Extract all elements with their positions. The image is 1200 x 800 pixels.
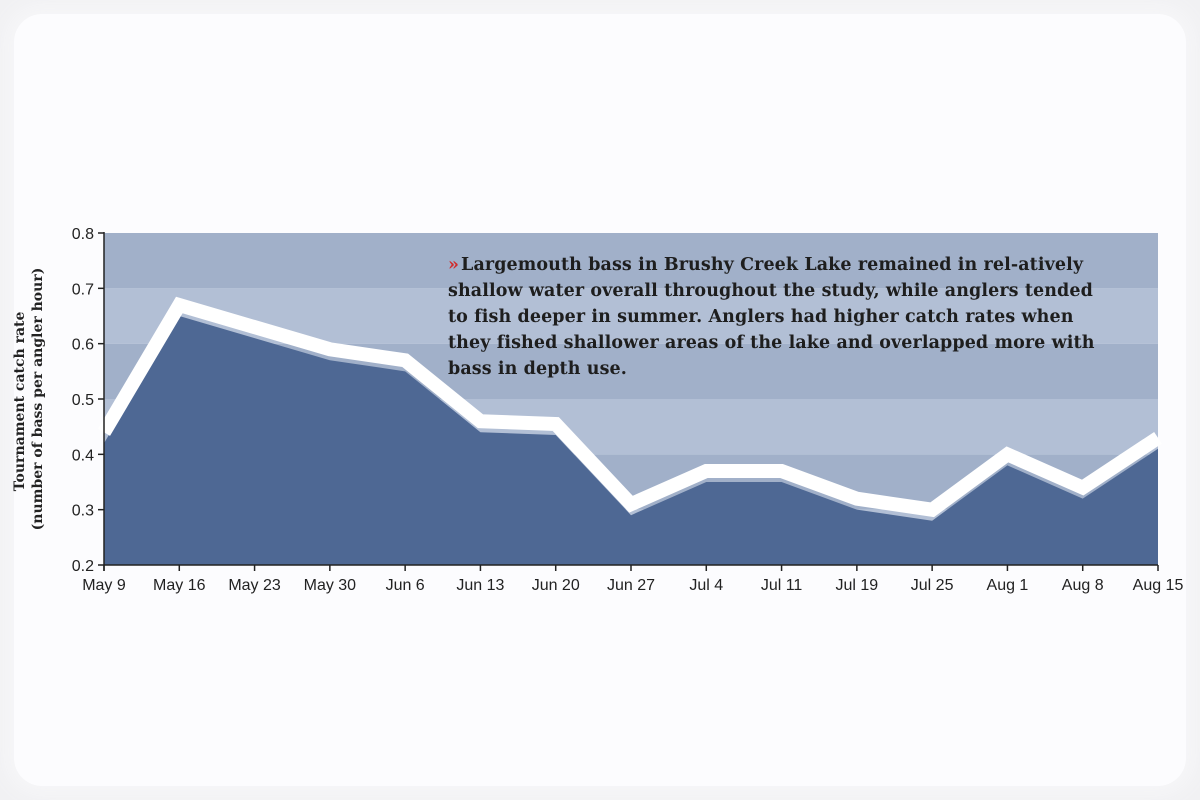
y-tick-label: 0.8 xyxy=(72,226,94,243)
catch-rate-line xyxy=(97,296,1162,518)
y-axis-ticks: 0.2 0.3 0.4 0.5 0.6 0.7 0.8 xyxy=(72,226,104,575)
x-tick-label: May 23 xyxy=(228,577,281,594)
x-axis-ticks: May 9 May 16 May 23 May 30 Jun 6 Jun 13 Jun 20… xyxy=(82,565,1183,594)
x-tick-label: Jul 4 xyxy=(689,577,723,594)
x-tick-label: Jun 6 xyxy=(386,577,425,594)
y-tick-label: 0.2 xyxy=(72,558,94,575)
y-axis-label: Tournament catch rate (number of bass pe… xyxy=(12,268,46,531)
x-tick-label: May 30 xyxy=(304,577,357,594)
x-tick-label: Jun 20 xyxy=(532,577,580,594)
x-tick-label: Jul 25 xyxy=(911,577,954,594)
y-tick-label: 0.6 xyxy=(72,337,94,354)
x-tick-label: May 16 xyxy=(153,577,206,594)
y-tick-label: 0.4 xyxy=(72,447,94,464)
y-axis-label-line1: Tournament catch rate xyxy=(12,312,28,492)
x-tick-label: May 9 xyxy=(82,577,126,594)
x-tick-label: Aug 15 xyxy=(1133,577,1184,594)
catch-rate-area xyxy=(104,316,1158,565)
x-tick-label: Aug 8 xyxy=(1062,577,1104,594)
x-tick-label: Aug 1 xyxy=(987,577,1029,594)
grid-band xyxy=(104,233,1158,289)
annotation: » Largemouth bass in Brushy Creek Lake re… xyxy=(448,252,1110,382)
y-tick-label: 0.3 xyxy=(72,503,94,520)
x-tick-label: Jun 27 xyxy=(607,577,655,594)
x-tick-label: Jun 13 xyxy=(456,577,504,594)
y-tick-label: 0.7 xyxy=(72,281,94,298)
annotation-text: Largemouth bass in Brushy Creek Lake rem… xyxy=(448,255,1095,379)
annotation-marker: » xyxy=(448,255,460,275)
x-tick-label: Jul 19 xyxy=(836,577,879,594)
y-axis-label-line2: (number of bass per angler hour) xyxy=(30,268,46,531)
y-tick-label: 0.5 xyxy=(72,392,94,409)
x-tick-label: Jul 11 xyxy=(761,577,803,594)
